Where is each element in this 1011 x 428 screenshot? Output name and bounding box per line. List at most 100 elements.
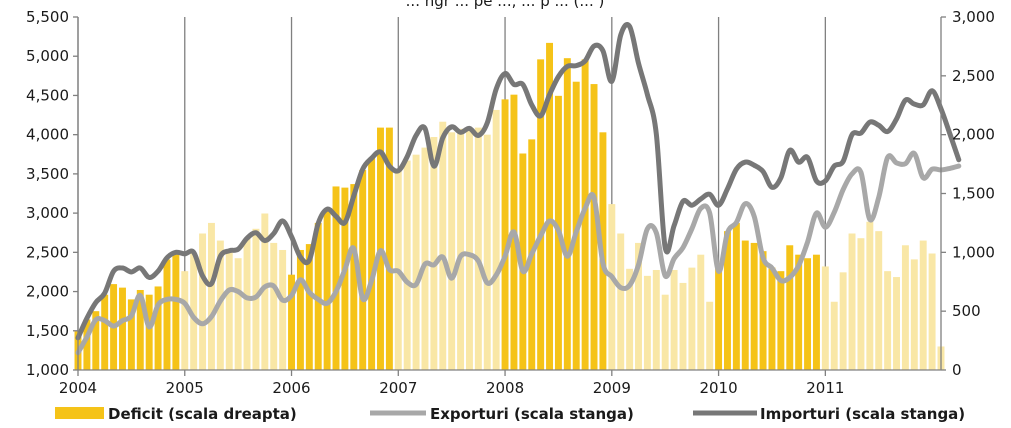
axes <box>77 17 942 371</box>
deficit-bar <box>724 231 731 370</box>
left-tick-label: 4,500 <box>26 86 69 104</box>
right-axis-ticks: 0 500 1,000 1,500 2,000 2,500 3,000 <box>941 8 995 379</box>
right-tick-label: 1,000 <box>952 243 995 261</box>
left-tick-label: 3,000 <box>26 204 69 222</box>
deficit-bar <box>279 249 287 370</box>
x-tick-label: 2008 <box>486 379 524 397</box>
deficit-bar <box>928 253 936 370</box>
deficit-bar <box>350 184 358 370</box>
deficit-bar <box>412 154 420 370</box>
deficit-bar <box>821 266 829 370</box>
left-axis-ticks: 1,000 1,500 2,000 2,500 3,000 3,500 4,000 4,500… <box>26 8 78 379</box>
deficit-bar <box>501 99 509 370</box>
deficit-bar <box>661 294 669 370</box>
right-tick-label: 1,500 <box>952 185 995 203</box>
left-tick-label: 3,500 <box>26 165 69 183</box>
x-tick-label: 2004 <box>59 379 97 397</box>
deficit-bar <box>305 244 313 370</box>
deficit-bar <box>804 258 812 370</box>
deficit-bar <box>812 254 820 370</box>
x-axis-ticks: 2004 2005 2006 2007 2008 2009 2010 2011 <box>59 370 844 397</box>
deficit-bar <box>136 289 144 370</box>
deficit-bar <box>581 59 589 371</box>
deficit-bar <box>430 137 438 370</box>
deficit-bar <box>866 221 874 370</box>
x-tick-label: 2007 <box>379 379 417 397</box>
right-tick-label: 2,000 <box>952 126 995 144</box>
deficit-bar <box>163 259 171 370</box>
left-tick-label: 2,500 <box>26 243 69 261</box>
x-tick-label: 2010 <box>699 379 737 397</box>
deficit-bar <box>359 169 367 370</box>
deficit-bar <box>492 109 500 370</box>
deficit-bar <box>848 233 856 370</box>
x-tick-label: 2009 <box>593 379 631 397</box>
right-tick-label: 3,000 <box>952 8 995 26</box>
deficit-bar <box>190 253 198 370</box>
deficit-bar <box>332 186 340 370</box>
right-tick-label: 2,500 <box>952 67 995 85</box>
deficit-bar <box>795 254 803 370</box>
deficit-bar <box>234 258 242 370</box>
deficit-bar <box>323 209 331 370</box>
deficit-bar <box>741 240 749 370</box>
deficit-bar <box>750 242 758 370</box>
deficit-bar <box>608 204 616 370</box>
left-tick-label: 1,000 <box>26 361 69 379</box>
legend: Deficit (scala dreapta) Exporturi (scala … <box>55 405 965 423</box>
deficit-bar <box>154 286 162 370</box>
deficit-bar <box>119 287 126 370</box>
left-tick-label: 5,000 <box>26 47 69 65</box>
left-tick-label: 1,500 <box>26 322 69 340</box>
deficit-bar <box>83 319 91 370</box>
deficit-bar <box>261 213 269 370</box>
x-tick-label: 2006 <box>272 379 310 397</box>
imports-line <box>75 22 962 341</box>
deficit-bar <box>910 259 918 370</box>
deficit-bar <box>884 271 892 370</box>
exports-line <box>75 150 962 356</box>
deficit-bar <box>225 252 233 370</box>
deficit-bar <box>270 242 278 370</box>
deficit-bar <box>830 301 838 370</box>
deficit-bar <box>421 147 429 370</box>
deficit-bar <box>635 242 642 370</box>
deficit-bar <box>759 251 767 370</box>
deficit-bar <box>243 238 251 370</box>
deficit-bar <box>368 158 376 370</box>
deficit-bar <box>296 249 304 370</box>
deficit-bar <box>145 294 153 370</box>
deficit-bar <box>385 127 393 371</box>
x-tick-label: 2005 <box>166 379 204 397</box>
deficit-bar <box>901 245 909 370</box>
deficit-bar <box>839 272 847 370</box>
deficit-bar <box>652 269 660 370</box>
legend-label: Exporturi (scala stanga) <box>430 405 634 423</box>
deficit-bar <box>519 153 527 370</box>
x-tick-label: 2011 <box>806 379 844 397</box>
deficit-bar <box>448 132 456 370</box>
deficit-bar <box>457 128 465 370</box>
deficit-bar <box>617 233 625 370</box>
deficit-bar <box>172 252 180 370</box>
deficit-bar <box>439 121 447 371</box>
deficit-bar <box>893 277 900 370</box>
deficit-bar <box>670 269 678 370</box>
deficit-bar <box>777 271 785 370</box>
deficit-bar <box>590 84 598 370</box>
deficit-bar <box>537 59 545 371</box>
deficit-bar <box>626 268 634 370</box>
left-tick-label: 4,000 <box>26 126 69 144</box>
deficit-bar <box>474 127 482 371</box>
deficit-bar <box>679 282 687 370</box>
deficit-bar <box>706 301 714 370</box>
chart-title: ... ngr ... pe ..., ... p ... (... ) <box>406 0 605 10</box>
legend-label: Importuri (scala stanga) <box>760 405 965 423</box>
deficit-bar <box>288 274 295 370</box>
deficit-bar <box>465 131 473 370</box>
deficit-bar <box>768 267 776 370</box>
deficit-bar <box>875 231 883 370</box>
deficit-bar <box>697 254 705 370</box>
series-lines <box>75 22 962 356</box>
